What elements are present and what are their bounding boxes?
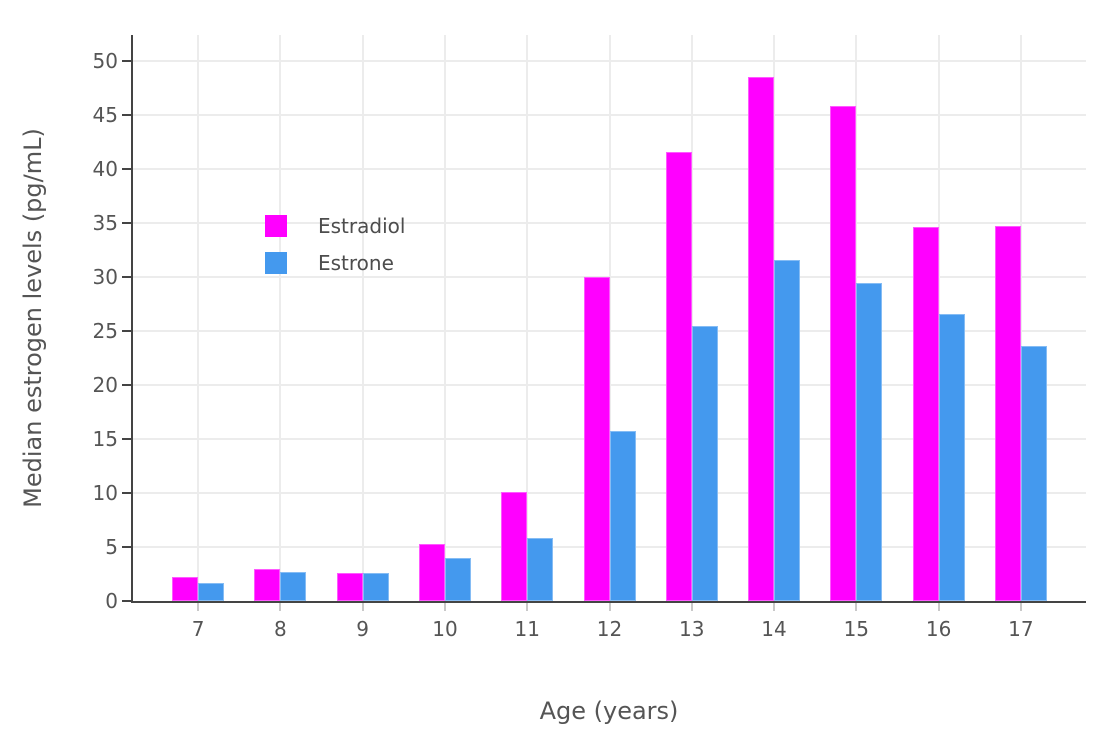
bar-estradiol-9 [336,572,363,601]
x-tick-label-7: 7 [191,617,205,641]
x-tick-mark-12 [608,603,611,611]
bar-estradiol-14 [748,77,775,601]
bar-estradiol-8 [254,568,281,601]
x-tick-label-10: 10 [432,617,458,641]
x-tick-label-14: 14 [761,617,787,641]
y-tick-label-10: 10 [92,480,118,505]
bar-estrone-14 [774,259,801,601]
legend-swatch-estradiol [265,215,287,237]
bar-estradiol-17 [994,226,1021,601]
bar-estradiol-10 [418,543,445,601]
y-tick-mark-15 [122,437,131,440]
x-tick-mark-15 [855,603,858,611]
y-tick-label-35: 35 [92,210,118,235]
x-tick-label-16: 16 [925,617,952,641]
x-tick-mark-7 [197,603,200,611]
x-tick-label-13: 13 [679,617,705,641]
bar-estrone-10 [444,557,471,601]
y-tick-mark-45 [122,113,131,116]
plot-area [133,35,1086,601]
v-gridline-10 [443,35,446,601]
x-tick-mark-16 [937,603,940,611]
legend: Estradiol Estrone [265,214,406,289]
bar-estrone-9 [362,572,389,601]
y-tick-mark-5 [122,545,131,548]
bar-estrone-13 [691,325,718,601]
bar-estradiol-12 [583,276,610,601]
bar-estrone-16 [938,313,965,601]
x-tick-mark-11 [526,603,529,611]
bar-estrone-15 [856,283,883,601]
y-tick-mark-30 [122,275,131,278]
x-tick-label-17: 17 [1008,617,1034,641]
v-gridline-13 [690,35,693,601]
y-tick-mark-20 [122,383,131,386]
y-tick-label-45: 45 [92,102,118,127]
y-tick-label-0: 0 [105,589,118,613]
y-tick-label-5: 5 [105,534,118,559]
x-tick-label-11: 11 [514,617,540,641]
bar-estrone-11 [527,538,554,601]
v-gridline-7 [197,35,200,601]
y-tick-mark-40 [122,167,131,170]
y-tick-label-15: 15 [92,426,118,451]
bar-estradiol-15 [830,106,857,601]
x-tick-mark-9 [361,603,364,611]
bar-estrone-8 [280,571,307,601]
legend-label-estradiol: Estradiol [318,214,406,238]
legend-label-estrone: Estrone [318,251,394,275]
x-tick-mark-8 [279,603,282,611]
legend-swatch-estrone [265,252,287,274]
x-tick-label-8: 8 [274,617,287,641]
bar-estrone-17 [1020,346,1047,601]
y-tick-mark-0 [122,600,131,602]
x-axis-line [131,601,1086,603]
x-tick-mark-13 [690,603,693,611]
bar-estradiol-11 [501,491,528,601]
v-gridline-12 [608,35,611,601]
x-tick-label-9: 9 [356,617,370,641]
v-gridline-8 [279,35,282,601]
v-gridline-17 [1019,35,1022,601]
bar-estradiol-16 [912,227,939,601]
y-tick-label-50: 50 [92,48,118,73]
bar-estrone-7 [198,582,225,601]
x-tick-mark-17 [1019,603,1022,611]
v-gridline-9 [361,35,364,601]
bar-estrone-12 [609,431,636,601]
legend-item-estrone: Estrone [265,251,405,275]
legend-item-estradiol: Estradiol [265,214,406,238]
x-tick-label-15: 15 [843,617,870,641]
v-gridline-11 [526,35,529,601]
bar-estradiol-13 [665,151,692,601]
x-axis-title: Age (years) [539,697,679,725]
y-tick-mark-50 [122,59,131,62]
x-tick-mark-14 [773,603,776,611]
x-tick-mark-10 [443,603,446,611]
y-tick-mark-10 [122,491,131,494]
y-tick-label-30: 30 [92,264,118,289]
y-axis-line [131,35,133,603]
y-tick-label-40: 40 [92,156,118,181]
y-tick-label-20: 20 [92,372,118,397]
bar-estradiol-7 [172,577,199,601]
y-tick-label-25: 25 [92,318,118,343]
y-tick-mark-25 [122,329,131,332]
y-tick-mark-35 [122,221,131,224]
x-tick-label-12: 12 [596,617,623,641]
